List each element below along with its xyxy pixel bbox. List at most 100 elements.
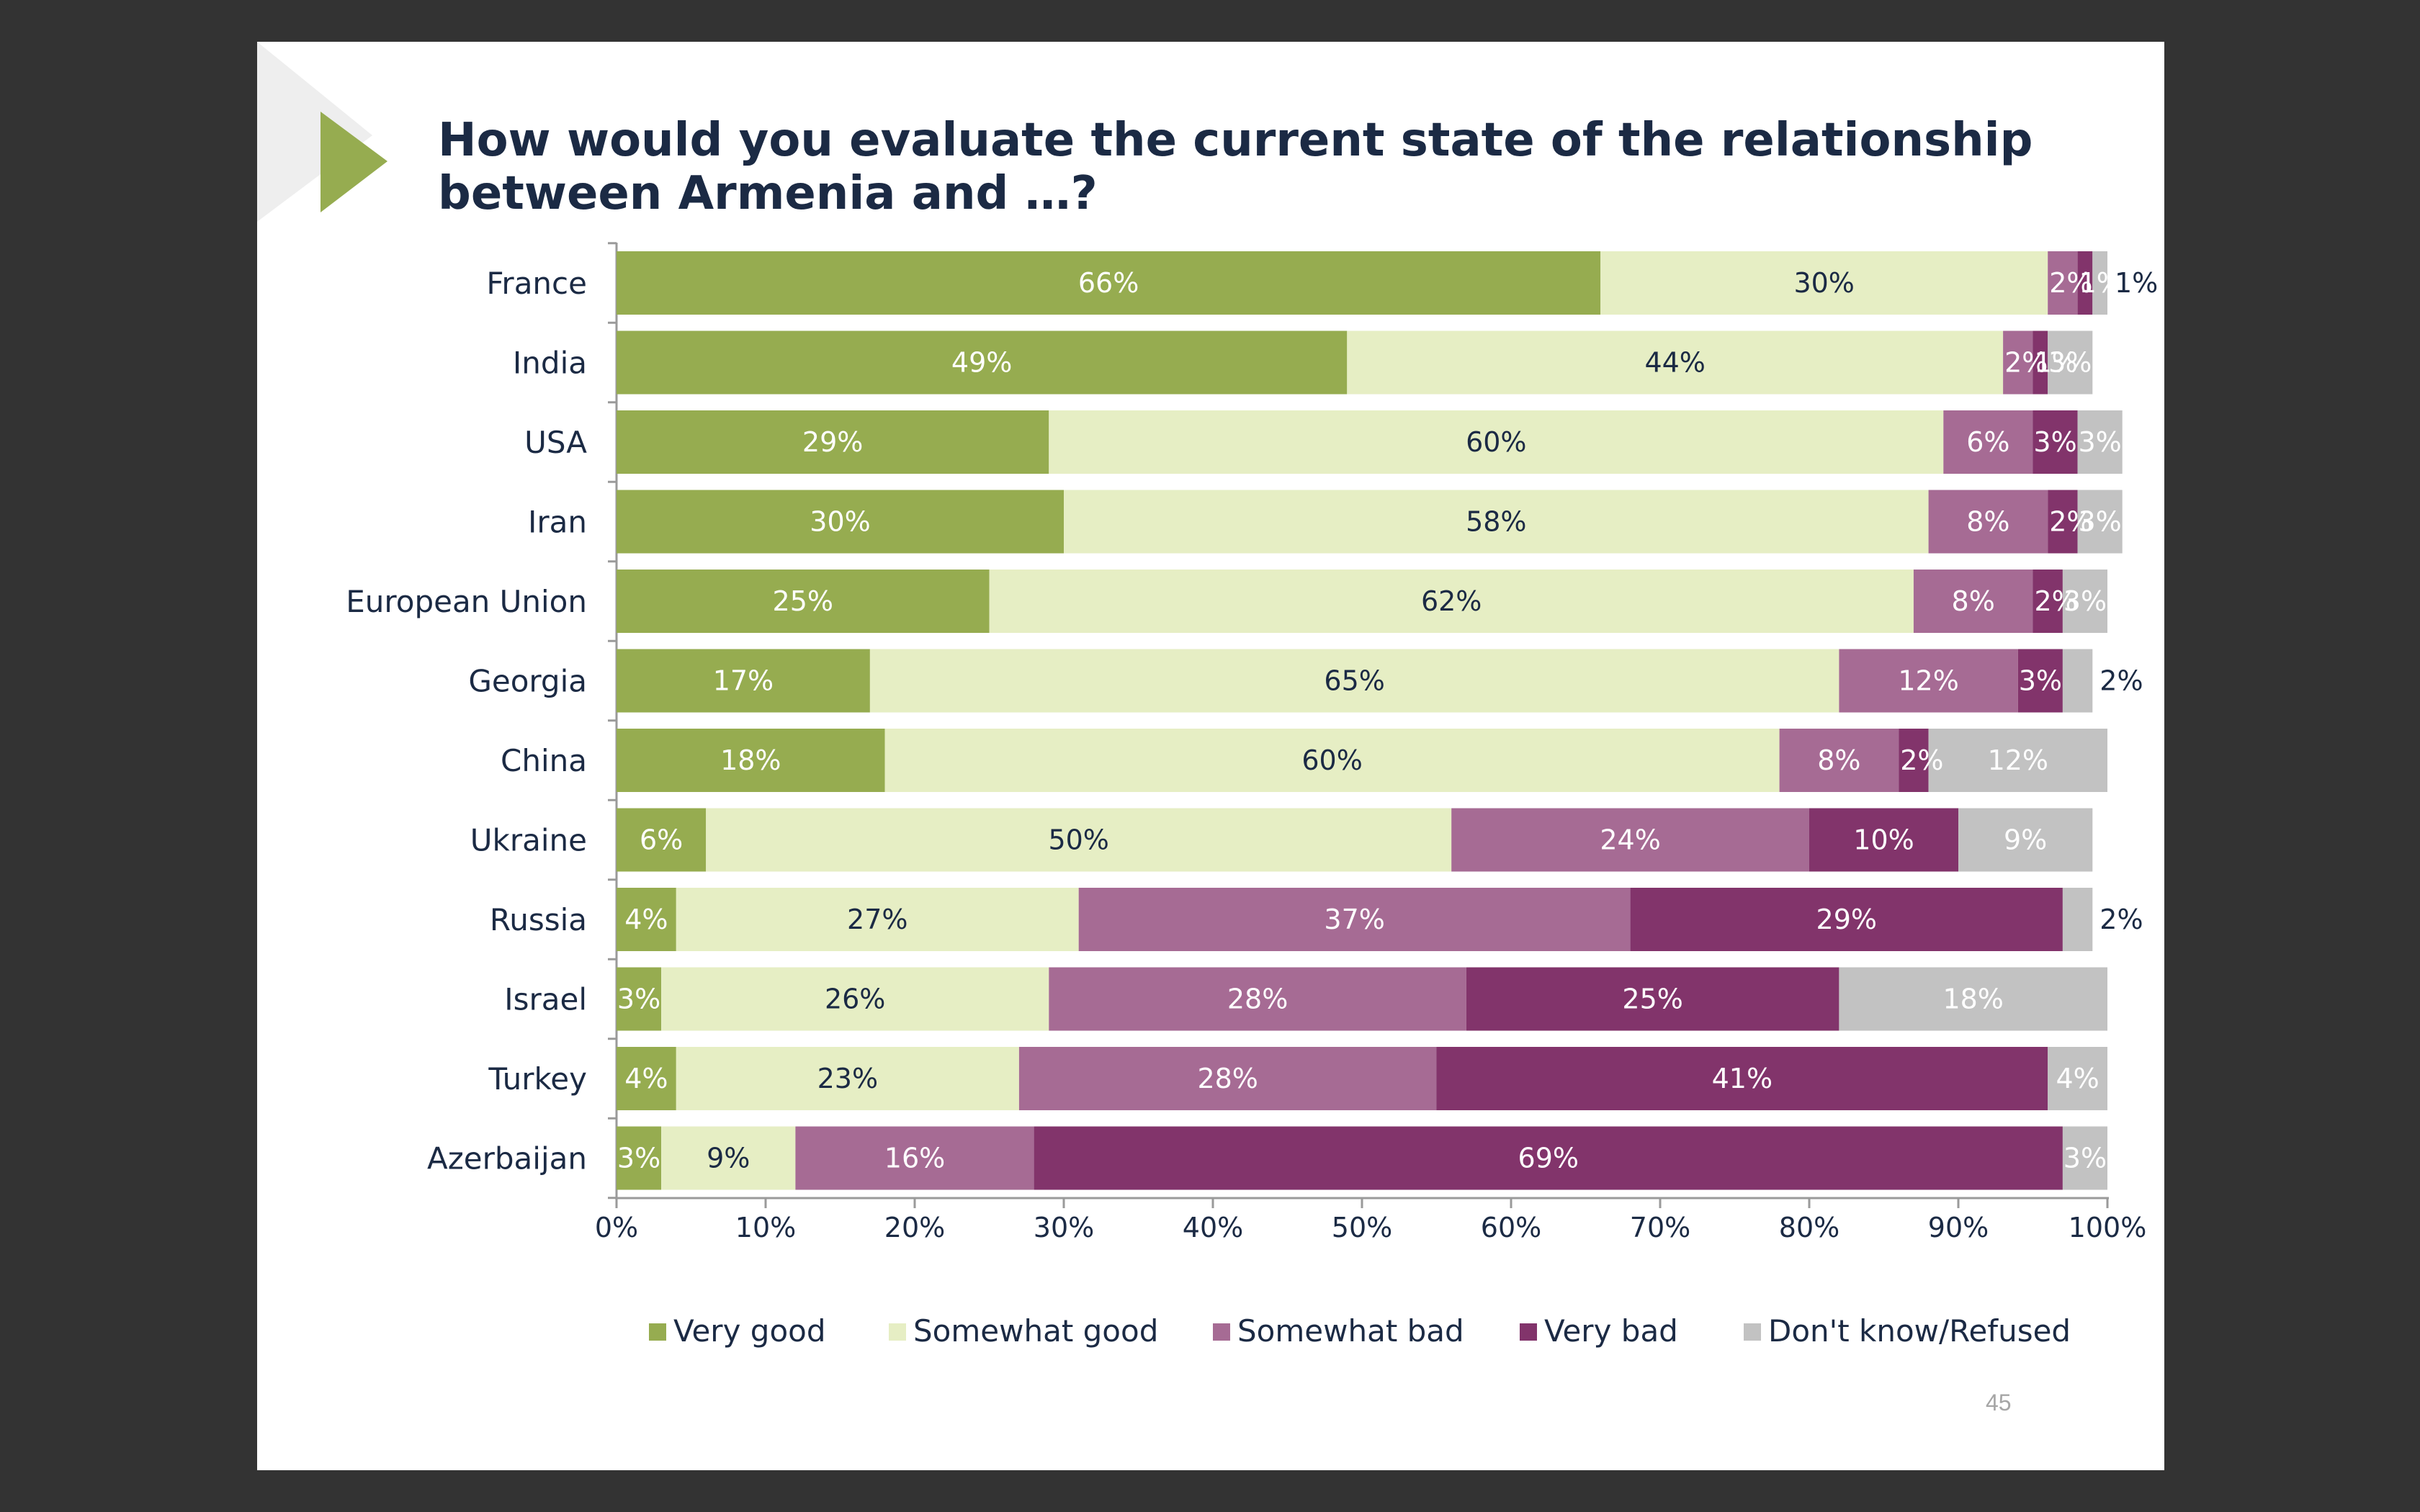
data-label: 4%: [624, 1063, 668, 1094]
data-label: 28%: [1197, 1063, 1258, 1094]
bar-segment: [1078, 888, 1631, 951]
bar-segment: [617, 649, 870, 713]
bar-segment: [2003, 330, 2033, 395]
page-title: How would you evaluate the current state…: [438, 114, 2033, 220]
bar-segment: [617, 490, 1064, 554]
bar-segment: [1630, 888, 2063, 951]
page-number: 45: [1986, 1390, 2012, 1416]
bar-segment: [1049, 967, 1466, 1031]
x-tick-label: 20%: [884, 1212, 945, 1243]
data-label: 8%: [1966, 506, 2009, 538]
data-label: 2%: [2049, 506, 2092, 538]
x-tick-label: 10%: [735, 1212, 796, 1243]
x-tick-label: 30%: [1034, 1212, 1094, 1243]
data-label: 66%: [1078, 267, 1139, 299]
data-label: 4%: [624, 904, 668, 935]
data-label: 10%: [1853, 824, 1914, 856]
data-label: 69%: [1518, 1143, 1579, 1174]
bar-segment: [2048, 1047, 2107, 1110]
bar-segment: [884, 729, 1780, 792]
bar-segment: [1943, 410, 2033, 474]
bar-segment: [1913, 570, 2033, 633]
data-label: 41%: [1712, 1063, 1773, 1094]
data-label: 2%: [2035, 585, 2078, 617]
bar-segment: [1839, 967, 2107, 1031]
category-label: Turkey: [488, 1061, 587, 1097]
bar-segment: [1809, 808, 1958, 872]
data-label: 16%: [884, 1143, 945, 1174]
data-label: 1%: [2035, 347, 2078, 379]
bar-segment: [1600, 251, 2048, 315]
data-label: 3%: [2048, 347, 2092, 379]
category-label: India: [513, 346, 587, 381]
data-label: 37%: [1324, 904, 1384, 935]
bar-segment: [2033, 410, 2078, 474]
x-tick-label: 0%: [595, 1212, 638, 1243]
data-label: 2%: [1900, 744, 1943, 776]
data-label: 30%: [1793, 267, 1854, 299]
x-tick-label: 40%: [1183, 1212, 1243, 1243]
x-tick-label: 60%: [1481, 1212, 1541, 1243]
data-label: 1%: [2079, 267, 2123, 299]
data-label: 12%: [1988, 744, 2048, 776]
legend-swatch: [889, 1323, 906, 1341]
data-label: 50%: [1048, 824, 1108, 856]
bar-segment: [2062, 1126, 2107, 1190]
data-label: 9%: [707, 1143, 750, 1174]
bar-segment: [617, 729, 885, 792]
bar-segment: [795, 1126, 1034, 1190]
data-label: 8%: [1952, 585, 1995, 617]
bar-segment: [1064, 490, 1929, 554]
bar-segment: [1018, 1047, 1437, 1110]
category-label: Ukraine: [470, 823, 587, 858]
bar-segment: [1928, 490, 2048, 554]
bar-segment: [617, 330, 1348, 395]
bar-segment: [617, 410, 1049, 474]
bar-segment: [617, 570, 990, 633]
bar-segment: [676, 888, 1079, 951]
legend-label: Don't know/Refused: [1768, 1313, 2071, 1349]
decorative-triangle-light: [257, 42, 372, 222]
legend-label: Somewhat bad: [1237, 1313, 1464, 1349]
legend-label: Very bad: [1544, 1313, 1678, 1349]
data-label: 26%: [825, 984, 885, 1015]
bar-segment: [2017, 649, 2063, 713]
data-label: 25%: [773, 585, 833, 617]
data-label: 3%: [617, 984, 660, 1015]
bar-segment: [2062, 888, 2093, 951]
stacked-bar-chart: 0% 10% 20% 30% 40% 50% 60% 70% 80% 90% 100% France 6…: [346, 242, 2158, 1349]
bar-segment: [661, 967, 1049, 1031]
bar-segment: [676, 1047, 1019, 1110]
bar-segment: [2048, 251, 2078, 315]
legend-swatch: [649, 1323, 666, 1341]
bar-segment: [617, 967, 662, 1031]
category-label: European Union: [346, 584, 587, 619]
data-label: 6%: [1966, 426, 2009, 458]
legend-swatch: [1520, 1323, 1537, 1341]
bar-segment: [1347, 330, 2004, 395]
bar-segment: [617, 808, 707, 872]
decoration: [257, 42, 387, 222]
bar-segment: [2033, 570, 2063, 633]
data-label: 6%: [640, 824, 683, 856]
data-label: 30%: [810, 506, 870, 538]
bar-segment: [617, 1047, 676, 1110]
bar-segment: [2077, 490, 2123, 554]
data-label: 27%: [847, 904, 908, 935]
bar-segment: [2077, 410, 2123, 474]
bar-segment: [2062, 570, 2107, 633]
category-label: Georgia: [468, 664, 587, 699]
category-label: Israel: [504, 982, 587, 1017]
data-label: 2%: [2099, 904, 2143, 935]
bar-segment: [2048, 490, 2078, 554]
x-tick-label: 70%: [1630, 1212, 1690, 1243]
data-label: 3%: [2079, 426, 2122, 458]
bar-segment: [2062, 649, 2093, 713]
data-label: 18%: [720, 744, 781, 776]
bar-segment: [706, 808, 1452, 872]
data-label: 65%: [1324, 665, 1384, 697]
data-label: 60%: [1466, 426, 1526, 458]
category-label: Azerbaijan: [427, 1141, 587, 1176]
bar-segment: [1436, 1047, 2048, 1110]
category-label: Russia: [490, 902, 587, 937]
